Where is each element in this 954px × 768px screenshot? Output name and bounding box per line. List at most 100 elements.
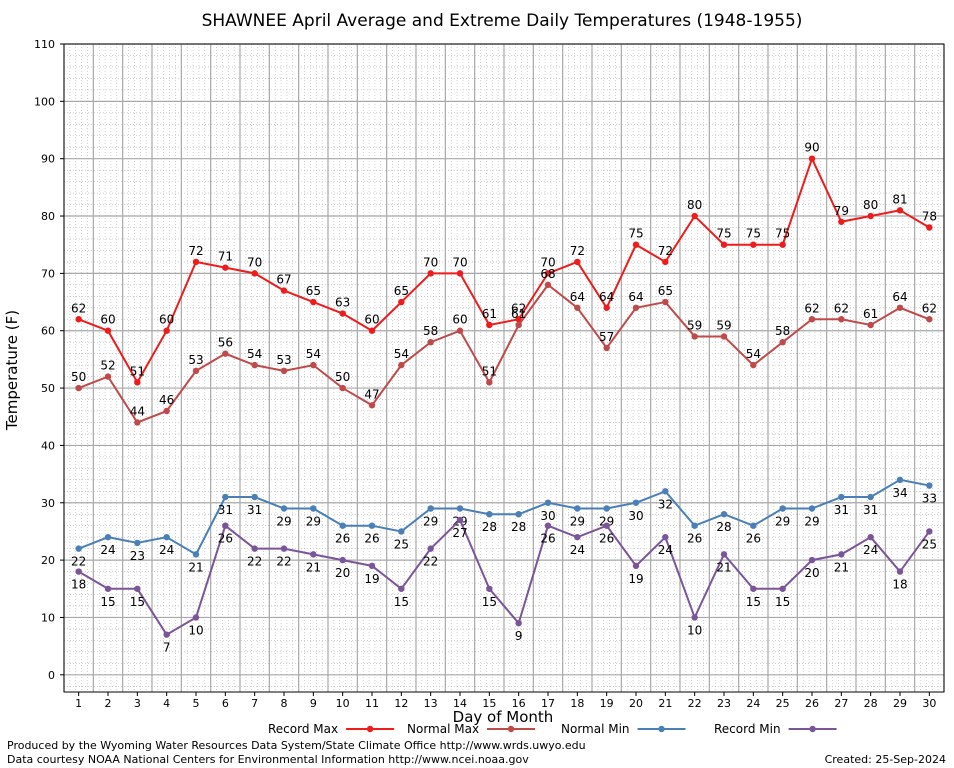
record-min-data-label: 15 bbox=[130, 595, 145, 609]
normal-max-data-label: 60 bbox=[452, 313, 467, 327]
normal-max-data-label: 61 bbox=[863, 307, 878, 321]
record-max-data-label: 75 bbox=[628, 227, 643, 241]
created-date: Created: 25-Sep-2024 bbox=[825, 753, 946, 766]
record-max-data-label: 80 bbox=[863, 198, 878, 212]
y-tick-label: 60 bbox=[41, 325, 55, 338]
normal-min-point bbox=[251, 493, 258, 501]
normal-min-data-label: 29 bbox=[804, 514, 819, 528]
normal-min-data-label: 29 bbox=[423, 514, 438, 528]
normal-max-data-label: 57 bbox=[599, 330, 614, 344]
record-max-point bbox=[838, 218, 845, 225]
normal-min-data-label: 26 bbox=[364, 532, 379, 546]
record-max-data-label: 72 bbox=[188, 244, 203, 258]
record-min-point bbox=[368, 562, 376, 570]
record-max-data-label: 63 bbox=[335, 296, 350, 310]
record-max-data-label: 75 bbox=[775, 227, 790, 241]
record-min-data-label: 26 bbox=[540, 532, 555, 546]
record-max-data-label: 51 bbox=[130, 364, 145, 378]
legend-marker-record-min bbox=[809, 725, 816, 733]
normal-max-data-label: 50 bbox=[71, 370, 86, 384]
record-min-data-label: 19 bbox=[628, 572, 643, 586]
normal-min-data-label: 32 bbox=[658, 497, 673, 511]
normal-min-point bbox=[603, 505, 610, 512]
normal-min-point bbox=[280, 505, 288, 512]
normal-min-point bbox=[104, 533, 112, 541]
normal-max-point bbox=[632, 304, 640, 311]
x-tick-label: 25 bbox=[776, 697, 790, 710]
normal-min-data-label: 30 bbox=[540, 509, 555, 523]
normal-min-data-label: 24 bbox=[100, 543, 115, 557]
normal-max-point bbox=[104, 373, 112, 380]
normal-max-data-label: 62 bbox=[834, 301, 849, 315]
normal-min-point bbox=[222, 493, 229, 501]
normal-max-point bbox=[750, 361, 757, 369]
normal-max-data-label: 64 bbox=[628, 290, 643, 304]
x-tick-label: 4 bbox=[163, 697, 170, 710]
record-max-point bbox=[515, 316, 522, 323]
normal-max-data-label: 52 bbox=[100, 359, 115, 373]
record-min-data-label: 26 bbox=[218, 532, 233, 546]
normal-max-point bbox=[339, 384, 346, 392]
normal-min-data-label: 31 bbox=[247, 503, 262, 517]
normal-min-data-label: 29 bbox=[276, 514, 291, 528]
normal-max-point bbox=[691, 333, 698, 340]
record-max-data-label: 70 bbox=[247, 255, 262, 269]
record-min-data-label: 18 bbox=[892, 578, 907, 592]
x-tick-label: 15 bbox=[482, 697, 496, 710]
normal-min-data-label: 26 bbox=[335, 532, 350, 546]
normal-min-point bbox=[779, 505, 786, 512]
normal-max-data-label: 59 bbox=[687, 318, 702, 332]
normal-max-point bbox=[134, 419, 141, 426]
normal-max-point bbox=[398, 361, 405, 369]
record-max-data-label: 72 bbox=[658, 244, 673, 258]
normal-max-data-label: 65 bbox=[658, 284, 673, 298]
record-max-point bbox=[720, 241, 728, 248]
record-min-data-label: 24 bbox=[863, 543, 878, 557]
x-tick-label: 24 bbox=[746, 697, 760, 710]
record-min-point bbox=[75, 568, 82, 575]
normal-max-data-label: 53 bbox=[276, 353, 291, 367]
x-tick-label: 20 bbox=[629, 697, 643, 710]
record-min-point bbox=[339, 556, 346, 564]
normal-max-point bbox=[603, 344, 610, 352]
record-min-data-label: 7 bbox=[163, 641, 171, 655]
y-tick-label: 70 bbox=[41, 267, 55, 280]
legend-label-normal-min: Normal Min bbox=[561, 722, 630, 736]
x-tick-label: 26 bbox=[805, 697, 819, 710]
normal-max-data-label: 62 bbox=[804, 301, 819, 315]
normal-max-point bbox=[574, 304, 581, 311]
record-min-data-label: 15 bbox=[482, 595, 497, 609]
record-max-point bbox=[544, 270, 552, 277]
normal-max-point bbox=[867, 321, 874, 329]
record-max-point bbox=[163, 327, 170, 334]
y-tick-label: 10 bbox=[41, 611, 55, 624]
record-min-data-label: 20 bbox=[804, 566, 819, 580]
normal-min-point bbox=[163, 533, 170, 541]
normal-min-data-label: 28 bbox=[482, 520, 497, 534]
normal-min-point bbox=[544, 499, 552, 506]
record-max-point bbox=[75, 316, 82, 323]
normal-min-data-label: 29 bbox=[775, 514, 790, 528]
record-max-point bbox=[486, 321, 493, 329]
normal-max-point bbox=[544, 281, 552, 289]
record-min-data-label: 15 bbox=[746, 595, 761, 609]
y-tick-label: 100 bbox=[34, 95, 55, 108]
normal-min-data-label: 34 bbox=[892, 486, 907, 500]
legend-label-record-min: Record Min bbox=[714, 722, 781, 736]
normal-max-point bbox=[838, 316, 845, 323]
record-max-point bbox=[339, 310, 346, 317]
credit-line-1: Produced by the Wyoming Water Resources … bbox=[7, 739, 586, 752]
normal-max-point bbox=[720, 333, 728, 340]
x-tick-label: 30 bbox=[922, 697, 936, 710]
normal-max-point bbox=[222, 350, 229, 357]
normal-min-point bbox=[515, 511, 522, 518]
normal-max-data-label: 53 bbox=[188, 353, 203, 367]
record-min-data-label: 22 bbox=[247, 555, 262, 569]
record-min-data-label: 21 bbox=[716, 560, 731, 574]
record-min-point bbox=[926, 528, 933, 535]
record-max-point bbox=[603, 304, 610, 311]
record-min-point bbox=[662, 533, 669, 541]
record-max-line bbox=[78, 156, 930, 385]
record-max-data-label: 65 bbox=[394, 284, 409, 298]
